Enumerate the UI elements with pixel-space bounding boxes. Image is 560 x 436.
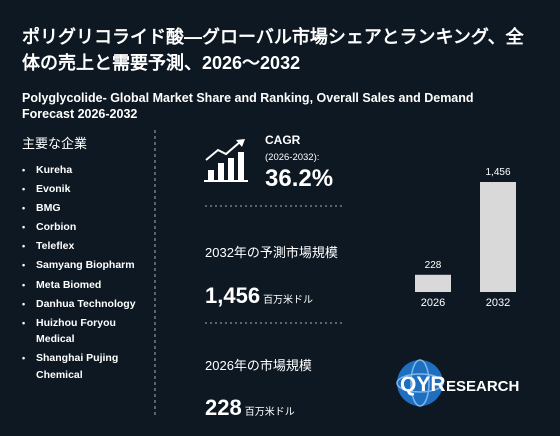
current-figure: 228 百万米ドル bbox=[205, 395, 295, 421]
logo-text: ESEARCH bbox=[446, 378, 519, 395]
bar-chart: 228 2026 1,456 2032 bbox=[415, 167, 516, 309]
x-tick-label: 2032 bbox=[486, 297, 510, 309]
bar bbox=[415, 274, 451, 292]
forecast-unit: 百万米ドル bbox=[263, 295, 314, 306]
current-value: 228 bbox=[205, 395, 242, 420]
forecast-value: 1,456 bbox=[205, 283, 261, 308]
company: BMG bbox=[22, 200, 137, 217]
growth-icon bbox=[204, 139, 248, 182]
current-label: 2026年の市場規模 bbox=[205, 358, 312, 373]
company: Corbion bbox=[22, 219, 137, 236]
cagr-period: (2026-2032): bbox=[265, 152, 320, 163]
logo-mark: QYR bbox=[400, 373, 446, 396]
company: Samyang Biopharm bbox=[22, 257, 137, 274]
company: Evonik bbox=[22, 181, 137, 198]
company: Teleflex bbox=[22, 238, 137, 255]
title: ポリグリコライド酸—グローバル市場シェアとランキング、全体の売上と需要予測、20… bbox=[22, 27, 524, 73]
cagr-value: 36.2% bbox=[265, 165, 334, 192]
company-list: Kureha Evonik BMG Corbion Teleflex Samyang Bi… bbox=[22, 162, 137, 386]
companies-heading: 主要な企業 bbox=[22, 136, 88, 151]
forecast-label: 2032年の予測市場規模 bbox=[205, 245, 338, 260]
company: Meta Biomed bbox=[22, 277, 137, 294]
forecast-figure: 1,456 百万米ドル bbox=[205, 283, 313, 309]
cagr-label: CAGR bbox=[265, 133, 301, 147]
subtitle: Polyglycolide- Global Market Share and R… bbox=[22, 91, 474, 121]
logo: QYR ESEARCH bbox=[396, 359, 519, 407]
company: Kureha bbox=[22, 162, 137, 179]
company: Danhua Technology bbox=[22, 296, 137, 313]
company: Shanghai Pujing Chemical bbox=[22, 350, 137, 383]
current-unit: 百万米ドル bbox=[244, 407, 295, 418]
bar bbox=[480, 182, 516, 292]
value-label: 228 bbox=[425, 260, 442, 271]
x-tick-label: 2026 bbox=[421, 297, 445, 309]
company: Huizhou Foryou Medical bbox=[22, 315, 137, 348]
value-label: 1,456 bbox=[485, 167, 510, 178]
